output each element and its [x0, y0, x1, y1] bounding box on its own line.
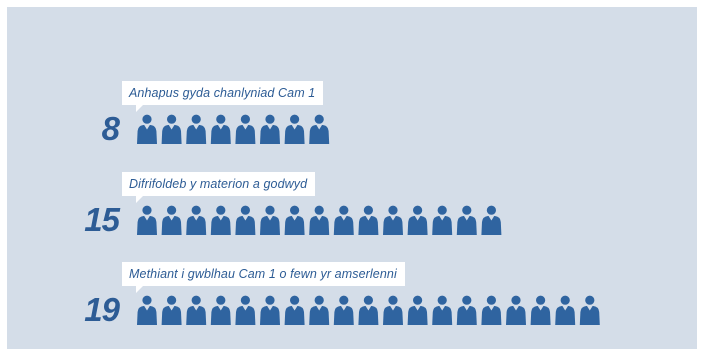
person-icon	[358, 295, 379, 325]
row-label: Difrifoldeb y materion a godwyd	[122, 172, 316, 203]
person-icon	[260, 114, 280, 144]
person-icon	[333, 205, 354, 235]
row-count-value: 19	[84, 291, 120, 328]
person-icon-row	[137, 114, 330, 144]
person-icon	[235, 295, 256, 325]
row-label: Anhapus gyda chanlyniad Cam 1	[122, 81, 324, 112]
person-icon	[137, 114, 157, 144]
person-icon	[260, 205, 280, 235]
person-icon	[358, 205, 379, 235]
person-icon	[383, 205, 403, 235]
person-icon	[506, 295, 526, 325]
person-icon	[235, 205, 256, 235]
person-icon	[555, 295, 576, 325]
person-icon	[210, 295, 231, 325]
person-icon	[309, 114, 330, 144]
chart-panel: Anhapus gyda chanlyniad Cam 1 8 Difrifol…	[7, 7, 697, 349]
person-icon	[137, 205, 157, 235]
person-icon	[161, 205, 182, 235]
person-icon	[481, 295, 502, 325]
person-icon	[161, 295, 182, 325]
person-icon	[309, 205, 330, 235]
row-label: Methiant i gwblhau Cam 1 o fewn yr amser…	[122, 262, 405, 293]
person-icon	[284, 114, 305, 144]
person-icon	[186, 114, 207, 144]
person-icon	[579, 295, 600, 325]
person-icon-row	[137, 295, 600, 325]
person-icon	[284, 295, 305, 325]
row-count-value: 8	[101, 110, 120, 147]
person-icon	[284, 205, 305, 235]
person-icon	[333, 295, 354, 325]
person-icon-row	[137, 205, 502, 235]
person-icon	[161, 114, 182, 144]
person-icon	[481, 205, 502, 235]
person-icon	[407, 205, 428, 235]
person-icon	[210, 114, 231, 144]
person-icon	[407, 295, 428, 325]
person-icon	[186, 205, 207, 235]
person-icon	[235, 114, 256, 144]
person-icon	[432, 295, 453, 325]
person-icon	[260, 295, 280, 325]
person-icon	[432, 205, 453, 235]
row-count-value: 15	[84, 201, 120, 238]
person-icon	[137, 295, 157, 325]
person-icon	[186, 295, 207, 325]
person-icon	[210, 205, 231, 235]
person-icon	[383, 295, 403, 325]
person-icon	[530, 295, 551, 325]
person-icon	[309, 295, 330, 325]
person-icon	[456, 295, 477, 325]
person-icon	[456, 205, 477, 235]
